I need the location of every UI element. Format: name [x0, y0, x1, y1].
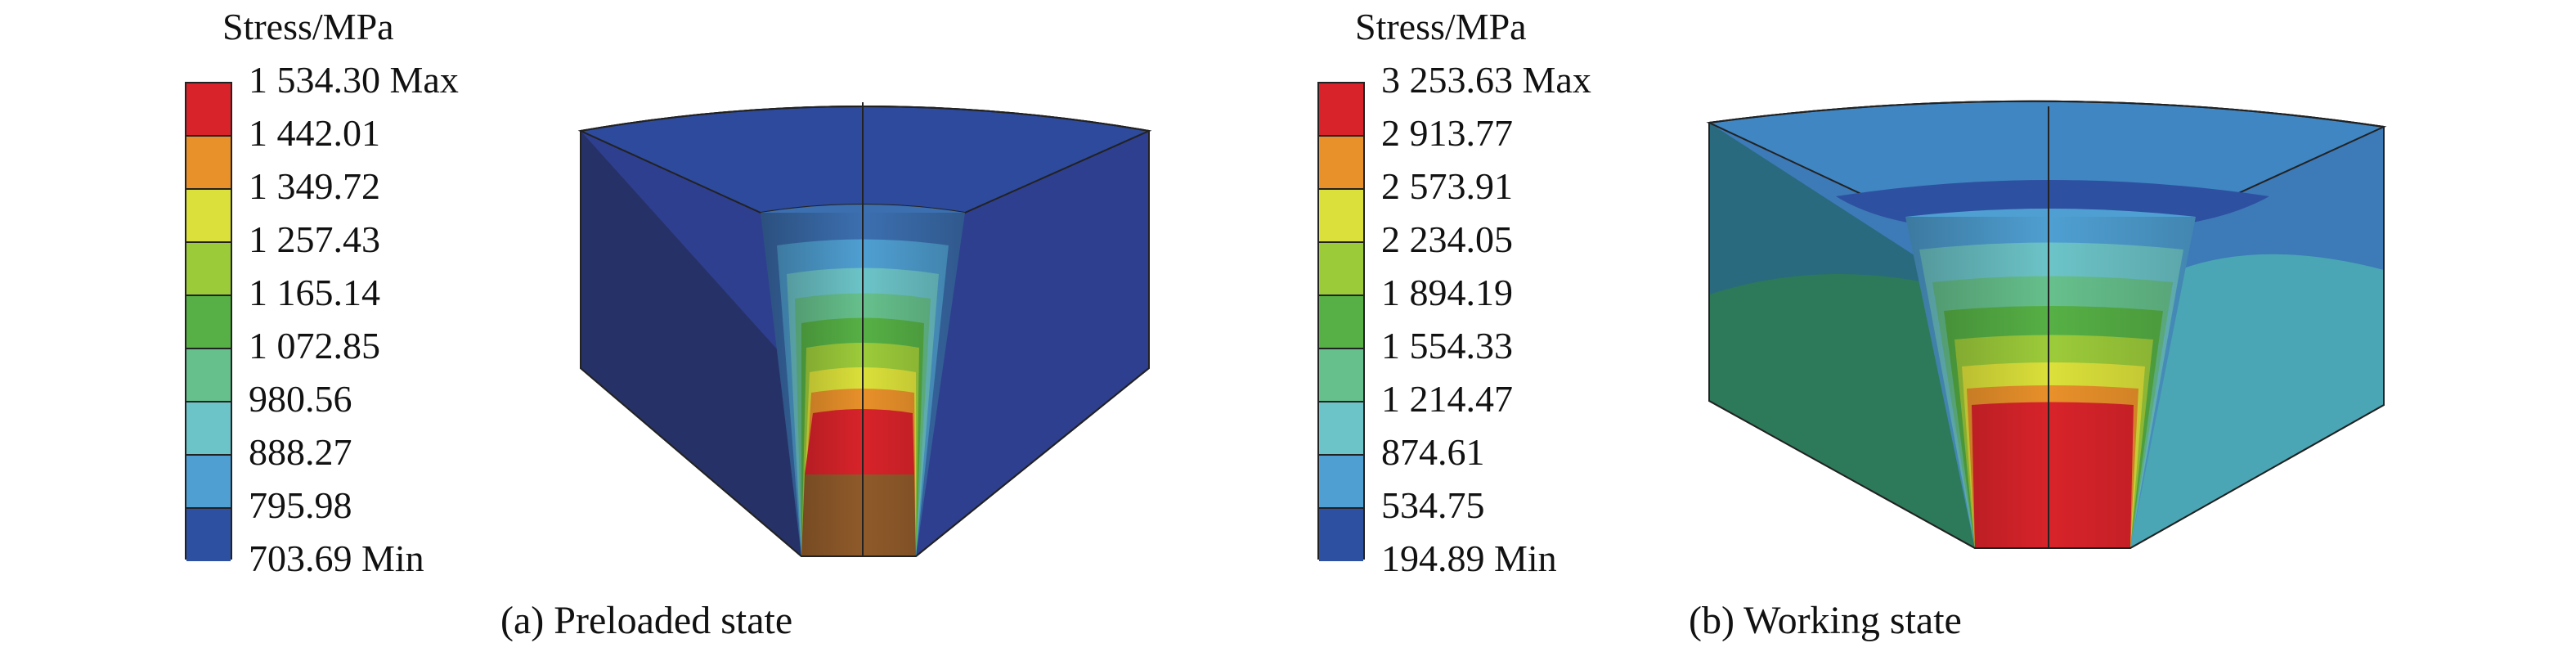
- legend-label: 534.75: [1381, 484, 1485, 526]
- legend-swatch: [1319, 83, 1363, 137]
- legend-label: 1 894.19: [1381, 272, 1513, 313]
- legend-swatch: [186, 402, 231, 456]
- legend-swatch: [186, 349, 231, 402]
- legend-label: 1 257.43: [249, 218, 380, 260]
- legend-label: 1 349.72: [249, 165, 380, 207]
- legend-label: 2 234.05: [1381, 218, 1513, 260]
- legend-label-min: 703.69 Min: [249, 537, 424, 579]
- legend-label: 1 165.14: [249, 272, 380, 313]
- legend-swatch: [1319, 190, 1363, 243]
- legend-swatch: [186, 137, 231, 190]
- legend-label: 1 214.47: [1381, 378, 1513, 420]
- legend-swatch: [186, 243, 231, 296]
- legend-title: Stress/MPa: [1355, 6, 1527, 47]
- caption: (b) Working state: [1689, 599, 1962, 642]
- legend-swatch: [1319, 509, 1363, 561]
- legend-label-max: 1 534.30 Max: [249, 59, 459, 101]
- legend-title: Stress/MPa: [222, 6, 394, 47]
- legend-swatch: [1319, 137, 1363, 190]
- stress-contour-model: [577, 102, 1152, 557]
- legend-swatch: [1319, 456, 1363, 509]
- legend-swatch: [1319, 296, 1363, 349]
- legend-swatch: [186, 296, 231, 349]
- panel-preloaded-state: Stress/MPa 1 534.30 Max 1 442.01 1 349.7…: [185, 6, 1152, 642]
- legend-label: 2 913.77: [1381, 112, 1513, 154]
- legend-colorbar: [185, 82, 232, 561]
- legend-label: 888.27: [249, 431, 352, 473]
- legend-label: 795.98: [249, 484, 352, 526]
- stress-contour-model: [1706, 100, 2387, 549]
- legend-label: 1 442.01: [249, 112, 380, 154]
- panel-working-state: Stress/MPa 3 253.63 Max 2 913.77 2 573.9…: [1288, 0, 2576, 652]
- legend-label: 1 554.33: [1381, 325, 1513, 366]
- legend-swatch: [1319, 349, 1363, 402]
- legend-label-min: 194.89 Min: [1381, 537, 1557, 579]
- legend-colorbar: [1317, 82, 1365, 561]
- caption: (a) Preloaded state: [500, 599, 793, 642]
- legend-swatch: [1319, 402, 1363, 456]
- legend-swatch: [1319, 243, 1363, 296]
- legend-label-max: 3 253.63 Max: [1381, 59, 1591, 101]
- legend-swatch: [186, 190, 231, 243]
- legend-label: 1 072.85: [249, 325, 380, 366]
- legend-label: 874.61: [1381, 431, 1485, 473]
- legend-label: 980.56: [249, 378, 352, 420]
- legend-swatch: [186, 509, 231, 561]
- legend-label: 2 573.91: [1381, 165, 1513, 207]
- legend-swatch: [186, 83, 231, 137]
- legend-swatch: [186, 456, 231, 509]
